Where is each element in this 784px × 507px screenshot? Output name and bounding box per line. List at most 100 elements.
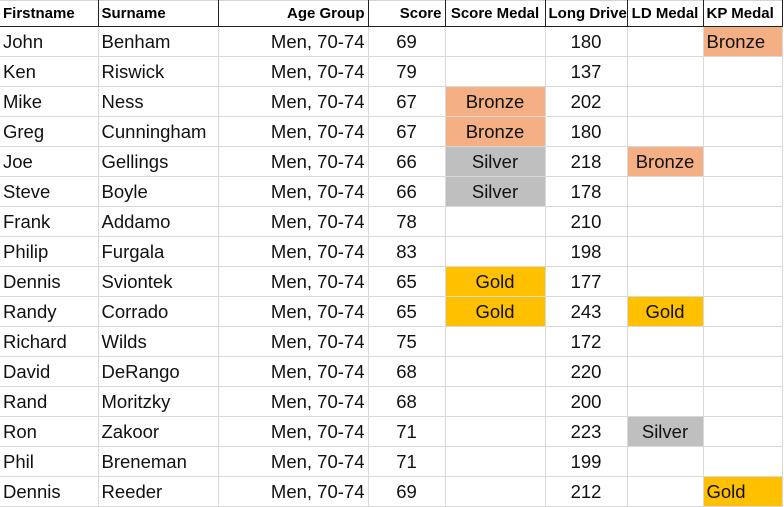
cell-surname[interactable]: Gellings	[98, 146, 219, 177]
cell-kp-medal[interactable]: Bronze	[703, 26, 783, 57]
cell-age-group[interactable]: Men, 70-74	[218, 326, 369, 357]
cell-kp-medal[interactable]	[703, 446, 783, 477]
cell-long-drive[interactable]: 220	[545, 356, 628, 387]
cell-score[interactable]: 71	[368, 446, 446, 477]
cell-kp-medal[interactable]	[703, 296, 783, 327]
cell-age-group[interactable]: Men, 70-74	[218, 356, 369, 387]
cell-age-group[interactable]: Men, 70-74	[218, 236, 369, 267]
cell-firstname[interactable]: Dennis	[0, 476, 99, 507]
cell-score-medal[interactable]	[445, 416, 546, 447]
header-score-medal[interactable]: Score Medal	[445, 0, 546, 27]
cell-surname[interactable]: Benham	[98, 26, 219, 57]
cell-firstname[interactable]: Phil	[0, 446, 99, 477]
cell-age-group[interactable]: Men, 70-74	[218, 56, 369, 87]
cell-score[interactable]: 67	[368, 116, 446, 147]
cell-ld-medal[interactable]: Silver	[627, 416, 704, 447]
cell-surname[interactable]: Breneman	[98, 446, 219, 477]
cell-age-group[interactable]: Men, 70-74	[218, 26, 369, 57]
cell-firstname[interactable]: Richard	[0, 326, 99, 357]
cell-score-medal[interactable]: Silver	[445, 146, 546, 177]
cell-ld-medal[interactable]	[627, 326, 704, 357]
cell-firstname[interactable]: Ron	[0, 416, 99, 447]
cell-long-drive[interactable]: 180	[545, 26, 628, 57]
cell-score[interactable]: 83	[368, 236, 446, 267]
cell-score-medal[interactable]	[445, 386, 546, 417]
header-age-group[interactable]: Age Group	[218, 0, 369, 27]
cell-ld-medal[interactable]	[627, 206, 704, 237]
cell-score-medal[interactable]: Silver	[445, 176, 546, 207]
cell-score-medal[interactable]	[445, 326, 546, 357]
cell-ld-medal[interactable]	[627, 86, 704, 117]
cell-ld-medal[interactable]	[627, 176, 704, 207]
cell-firstname[interactable]: Steve	[0, 176, 99, 207]
header-score[interactable]: Score	[368, 0, 446, 27]
cell-firstname[interactable]: Mike	[0, 86, 99, 117]
cell-score[interactable]: 71	[368, 416, 446, 447]
cell-score-medal[interactable]: Bronze	[445, 86, 546, 117]
cell-age-group[interactable]: Men, 70-74	[218, 446, 369, 477]
cell-ld-medal[interactable]	[627, 476, 704, 507]
cell-firstname[interactable]: Ken	[0, 56, 99, 87]
cell-long-drive[interactable]: 180	[545, 116, 628, 147]
cell-age-group[interactable]: Men, 70-74	[218, 146, 369, 177]
cell-surname[interactable]: Moritzky	[98, 386, 219, 417]
cell-age-group[interactable]: Men, 70-74	[218, 386, 369, 417]
cell-ld-medal[interactable]: Gold	[627, 296, 704, 327]
cell-long-drive[interactable]: 212	[545, 476, 628, 507]
cell-firstname[interactable]: Dennis	[0, 266, 99, 297]
cell-ld-medal[interactable]	[627, 236, 704, 267]
cell-score-medal[interactable]: Gold	[445, 296, 546, 327]
cell-firstname[interactable]: Rand	[0, 386, 99, 417]
cell-kp-medal[interactable]	[703, 56, 783, 87]
header-long-drive[interactable]: Long Drive	[545, 0, 628, 27]
cell-firstname[interactable]: David	[0, 356, 99, 387]
cell-ld-medal[interactable]	[627, 446, 704, 477]
cell-long-drive[interactable]: 202	[545, 86, 628, 117]
cell-ld-medal[interactable]	[627, 266, 704, 297]
cell-surname[interactable]: Furgala	[98, 236, 219, 267]
cell-score[interactable]: 68	[368, 356, 446, 387]
cell-score[interactable]: 65	[368, 296, 446, 327]
cell-ld-medal[interactable]	[627, 386, 704, 417]
cell-long-drive[interactable]: 177	[545, 266, 628, 297]
cell-surname[interactable]: Cunningham	[98, 116, 219, 147]
cell-surname[interactable]: Riswick	[98, 56, 219, 87]
cell-long-drive[interactable]: 199	[545, 446, 628, 477]
cell-score-medal[interactable]: Bronze	[445, 116, 546, 147]
cell-kp-medal[interactable]	[703, 236, 783, 267]
cell-long-drive[interactable]: 137	[545, 56, 628, 87]
cell-kp-medal[interactable]: Gold	[703, 476, 783, 507]
cell-score-medal[interactable]	[445, 476, 546, 507]
cell-score-medal[interactable]	[445, 206, 546, 237]
cell-age-group[interactable]: Men, 70-74	[218, 86, 369, 117]
cell-long-drive[interactable]: 243	[545, 296, 628, 327]
cell-score[interactable]: 65	[368, 266, 446, 297]
cell-firstname[interactable]: Greg	[0, 116, 99, 147]
cell-score[interactable]: 79	[368, 56, 446, 87]
cell-surname[interactable]: Zakoor	[98, 416, 219, 447]
header-surname[interactable]: Surname	[98, 0, 219, 27]
cell-kp-medal[interactable]	[703, 86, 783, 117]
cell-long-drive[interactable]: 200	[545, 386, 628, 417]
cell-long-drive[interactable]: 178	[545, 176, 628, 207]
cell-ld-medal[interactable]	[627, 116, 704, 147]
cell-firstname[interactable]: Joe	[0, 146, 99, 177]
cell-score-medal[interactable]	[445, 236, 546, 267]
cell-score-medal[interactable]	[445, 56, 546, 87]
cell-kp-medal[interactable]	[703, 116, 783, 147]
cell-score-medal[interactable]	[445, 446, 546, 477]
cell-surname[interactable]: Boyle	[98, 176, 219, 207]
cell-long-drive[interactable]: 223	[545, 416, 628, 447]
cell-surname[interactable]: Ness	[98, 86, 219, 117]
cell-age-group[interactable]: Men, 70-74	[218, 176, 369, 207]
cell-kp-medal[interactable]	[703, 326, 783, 357]
cell-age-group[interactable]: Men, 70-74	[218, 416, 369, 447]
cell-kp-medal[interactable]	[703, 356, 783, 387]
cell-surname[interactable]: Reeder	[98, 476, 219, 507]
cell-long-drive[interactable]: 198	[545, 236, 628, 267]
cell-age-group[interactable]: Men, 70-74	[218, 266, 369, 297]
cell-kp-medal[interactable]	[703, 146, 783, 177]
cell-surname[interactable]: DeRango	[98, 356, 219, 387]
cell-score[interactable]: 75	[368, 326, 446, 357]
cell-score[interactable]: 66	[368, 146, 446, 177]
